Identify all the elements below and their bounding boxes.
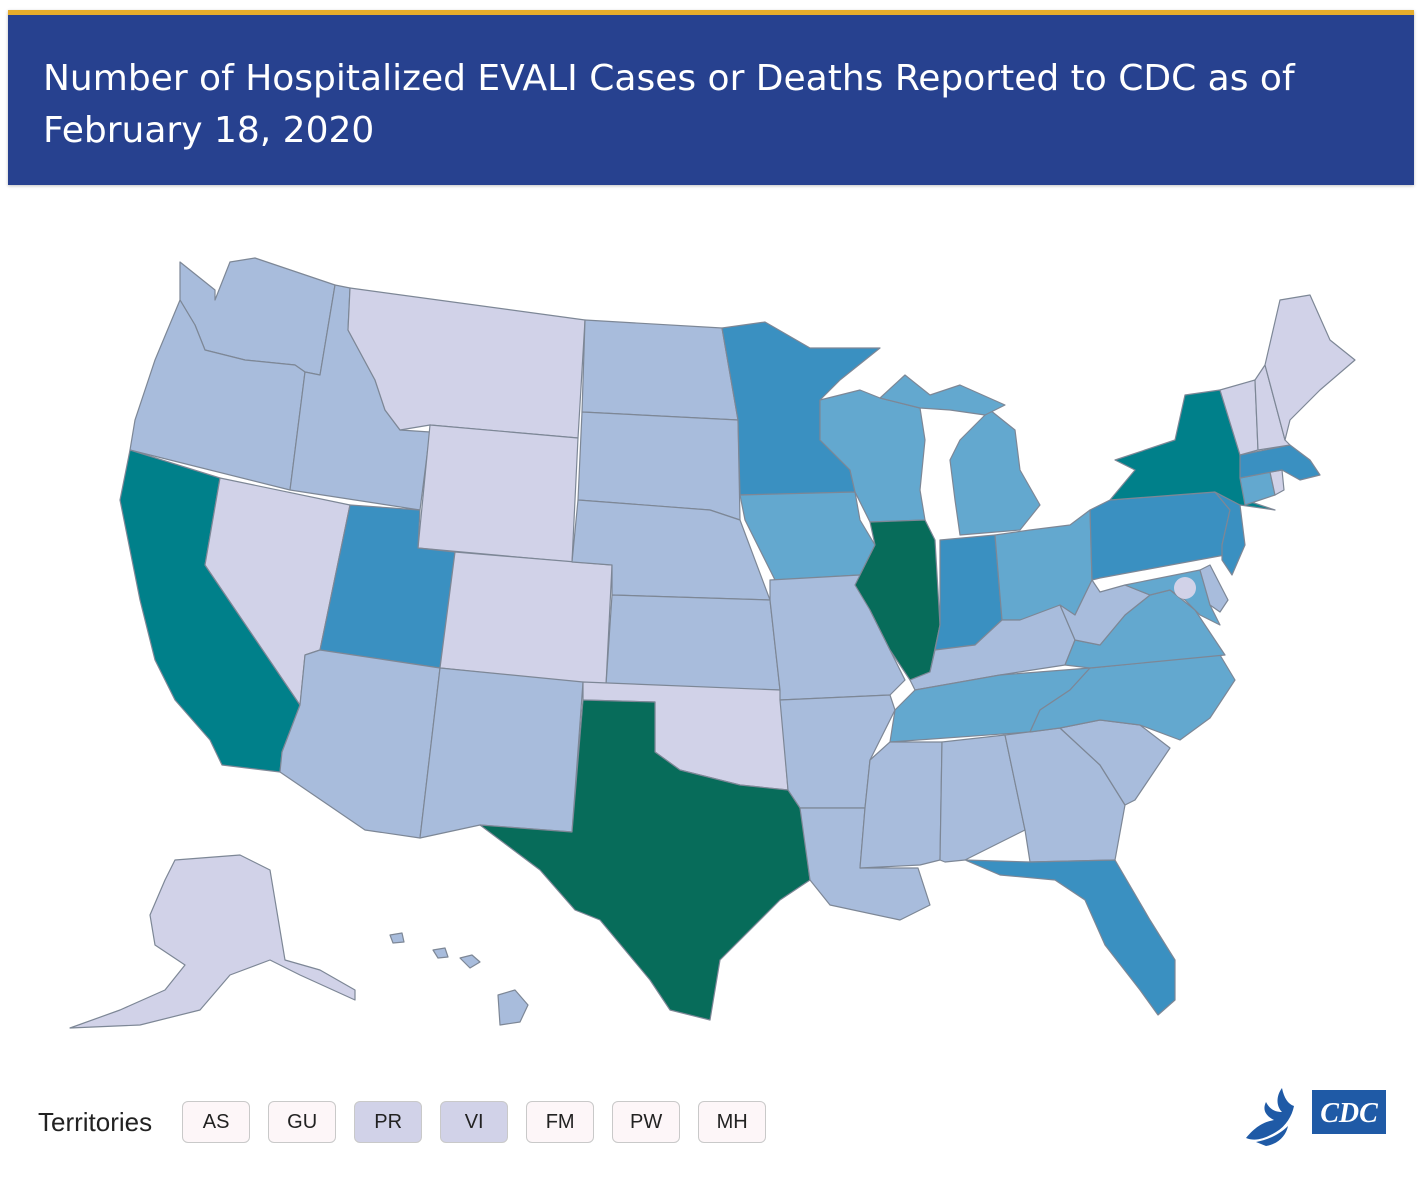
state-nd[interactable]: [581, 319, 739, 421]
state-nj[interactable]: [1214, 491, 1246, 576]
state-nc[interactable]: [1029, 654, 1236, 741]
state-ma[interactable]: [1239, 444, 1321, 481]
state-mi[interactable]: [949, 409, 1041, 536]
state-nh[interactable]: [1254, 364, 1291, 451]
state-il[interactable]: [854, 519, 941, 681]
state-az[interactable]: [279, 649, 441, 839]
state-hi-4[interactable]: [389, 932, 405, 944]
state-de[interactable]: [1199, 564, 1229, 613]
cdc-text: CDC: [1320, 1098, 1378, 1129]
territory-button-fm[interactable]: FM: [526, 1101, 595, 1143]
state-ks[interactable]: [605, 594, 781, 691]
state-tx[interactable]: [479, 699, 811, 1021]
state-dc[interactable]: [1174, 577, 1196, 599]
state-me[interactable]: [1264, 294, 1356, 441]
territory-button-pr[interactable]: PR: [354, 1101, 423, 1143]
state-co[interactable]: [439, 551, 613, 686]
us-choropleth-map: [69, 257, 1356, 1029]
territory-button-gu[interactable]: GU: [268, 1101, 337, 1143]
state-ms[interactable]: [859, 741, 943, 869]
state-ak[interactable]: [69, 854, 356, 1029]
hhs-eagle-icon: [1246, 1088, 1294, 1146]
state-wy[interactable]: [417, 424, 579, 563]
cdc-logo: CDC: [1246, 1088, 1386, 1146]
territory-buttons: AS GU PR VI FM PW MH: [182, 1101, 784, 1143]
territory-button-mh[interactable]: MH: [698, 1101, 767, 1143]
state-fl[interactable]: [964, 859, 1176, 1016]
state-ia[interactable]: [739, 491, 876, 581]
territory-button-as[interactable]: AS: [182, 1101, 251, 1143]
state-wi[interactable]: [819, 389, 926, 523]
cdc-box: [1312, 1090, 1386, 1134]
territories-bar: Territories AS GU PR VI FM PW MH: [38, 1100, 784, 1144]
territories-label: Territories: [38, 1106, 153, 1137]
territory-button-vi[interactable]: VI: [440, 1101, 509, 1143]
state-hi-2[interactable]: [459, 954, 481, 969]
state-hi-3[interactable]: [432, 947, 449, 959]
state-hi[interactable]: [497, 989, 529, 1026]
page-title: Number of Hospitalized EVALI Cases or De…: [43, 58, 1295, 151]
state-nm[interactable]: [419, 667, 584, 839]
state-mi-up[interactable]: [879, 374, 1006, 416]
title-banner: Number of Hospitalized EVALI Cases or De…: [8, 10, 1414, 185]
state-mt[interactable]: [347, 287, 586, 439]
territory-button-pw[interactable]: PW: [612, 1101, 681, 1143]
